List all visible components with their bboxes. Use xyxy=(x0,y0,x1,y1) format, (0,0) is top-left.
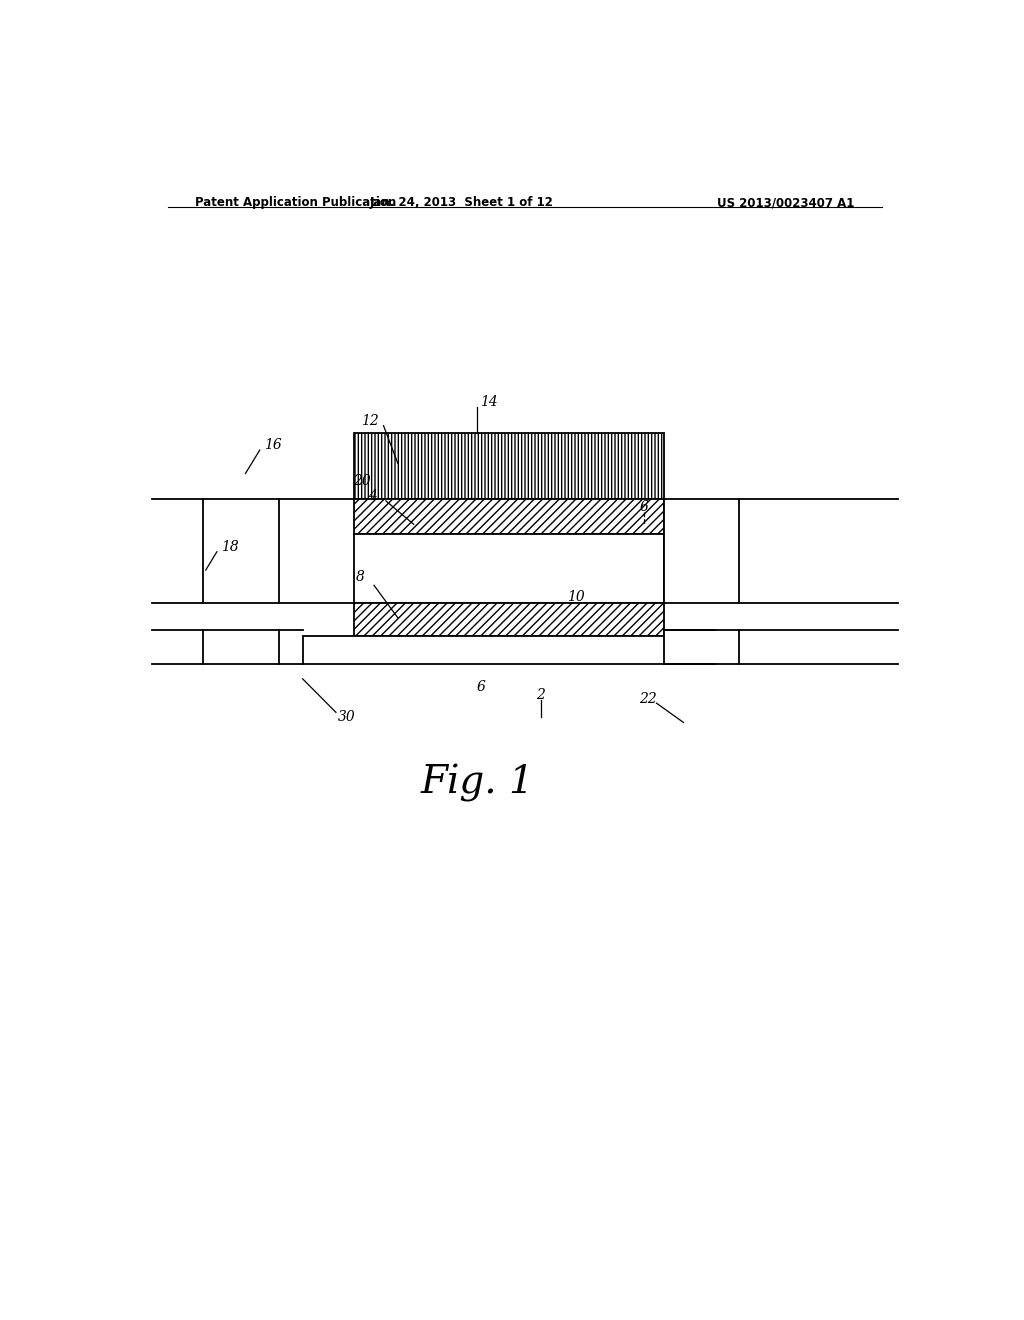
Text: 12: 12 xyxy=(361,413,379,428)
Bar xyxy=(664,499,739,602)
Text: Patent Application Publication: Patent Application Publication xyxy=(196,195,396,209)
Bar xyxy=(354,602,664,636)
Bar xyxy=(204,499,279,602)
Bar xyxy=(354,499,664,535)
Text: 10: 10 xyxy=(567,590,586,605)
Bar xyxy=(354,433,664,499)
Bar xyxy=(204,630,279,664)
Text: US 2013/0023407 A1: US 2013/0023407 A1 xyxy=(717,195,854,209)
Text: 30: 30 xyxy=(337,710,355,725)
Text: 8: 8 xyxy=(356,570,365,585)
Text: 16: 16 xyxy=(264,438,282,451)
Text: 2: 2 xyxy=(537,688,545,702)
Text: 4: 4 xyxy=(368,488,377,503)
Text: 6: 6 xyxy=(477,680,485,694)
Text: Fig. 1: Fig. 1 xyxy=(420,764,535,803)
Text: 14: 14 xyxy=(480,395,498,409)
Text: 22: 22 xyxy=(639,692,656,706)
Text: Jan. 24, 2013  Sheet 1 of 12: Jan. 24, 2013 Sheet 1 of 12 xyxy=(370,195,553,209)
Text: 18: 18 xyxy=(221,540,239,553)
Text: 6: 6 xyxy=(639,500,648,513)
Bar xyxy=(303,636,715,664)
Bar xyxy=(354,535,664,602)
Bar xyxy=(664,630,739,664)
Text: 20: 20 xyxy=(353,474,371,487)
